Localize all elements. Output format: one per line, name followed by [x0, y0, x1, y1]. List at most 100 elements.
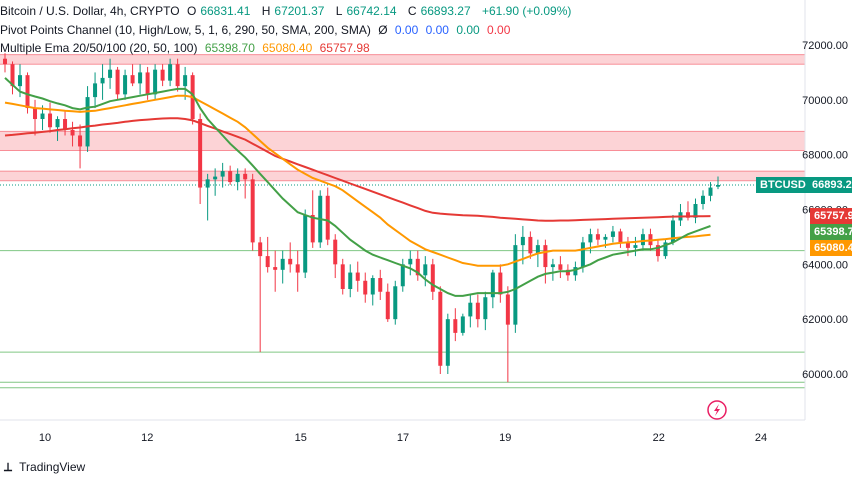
candle — [33, 99, 38, 136]
candle-body — [108, 69, 113, 78]
candle — [355, 261, 360, 292]
ema50-tag: 65080.40 — [810, 240, 852, 256]
candle — [483, 291, 488, 331]
pivot-value-4: 0.00 — [487, 23, 511, 37]
symbol-title[interactable]: Bitcoin / U.S. Dollar, 4h, CRYPTO — [0, 4, 180, 18]
candle-body — [48, 113, 53, 128]
candle-body — [55, 119, 60, 128]
candle — [205, 173, 210, 221]
candle — [273, 250, 278, 292]
candle-body — [685, 212, 690, 218]
candle-body — [33, 108, 38, 120]
candle — [423, 256, 428, 287]
candle-body — [348, 272, 353, 290]
x-tick-label: 15 — [295, 432, 307, 444]
candle-body — [63, 119, 68, 130]
candle — [700, 190, 705, 210]
candle-body — [325, 195, 330, 240]
candle-body — [40, 113, 45, 120]
candle — [153, 64, 158, 100]
candle — [288, 242, 293, 273]
candle-body — [513, 245, 518, 325]
candle — [340, 258, 345, 295]
candle-body — [438, 291, 443, 366]
candle — [3, 53, 7, 73]
candle — [573, 261, 578, 281]
candle — [78, 124, 83, 169]
ema50-line — [4, 94, 711, 267]
resistance-zone-1 — [0, 131, 805, 151]
ema100-line — [4, 117, 711, 222]
candle-body — [370, 278, 375, 295]
ema100-value: 65757.98 — [319, 41, 370, 55]
candle — [228, 165, 233, 185]
candle — [235, 168, 240, 191]
candle — [333, 234, 338, 279]
candle-body — [633, 245, 638, 248]
candle — [468, 294, 473, 328]
candle — [408, 250, 413, 276]
candle-body — [243, 173, 248, 180]
candle-body — [213, 176, 218, 180]
pivot-value-1: 0.00 — [394, 23, 419, 37]
candle — [430, 258, 435, 300]
candle-body — [18, 75, 23, 87]
candle-body — [123, 75, 128, 95]
pivot-title[interactable]: Pivot Points Channel (10, High/Low, 5, 1… — [0, 23, 371, 37]
candle-body — [445, 319, 450, 366]
candle-body — [168, 64, 173, 81]
candle-body — [265, 256, 270, 268]
candle — [243, 168, 248, 199]
candle-body — [93, 83, 98, 98]
candle — [475, 294, 480, 328]
candle-body — [258, 242, 263, 257]
candle-body — [160, 69, 165, 81]
candle-body — [385, 291, 390, 320]
candle — [588, 228, 593, 254]
candle — [10, 61, 15, 95]
candle-body — [498, 272, 503, 295]
candle-body — [78, 135, 83, 147]
candle-body — [468, 302, 473, 317]
candle — [63, 110, 68, 136]
candle — [640, 228, 645, 251]
candle-body — [618, 231, 623, 243]
candle-body — [115, 69, 120, 95]
lightning-icon[interactable] — [707, 400, 727, 420]
y-tick-label: 72000.00 — [802, 40, 848, 52]
candle — [693, 198, 698, 224]
y-tick-label: 70000.00 — [802, 95, 848, 107]
ema-title[interactable]: Multiple Ema 20/50/100 (20, 50, 100) — [0, 41, 198, 55]
candle-body — [3, 58, 7, 65]
candle — [678, 204, 683, 226]
candle-body — [655, 245, 660, 257]
candle — [670, 214, 675, 246]
candle-body — [573, 267, 578, 276]
tradingview-brand[interactable]: ⟂ TradingView — [4, 460, 85, 475]
candle-body — [565, 269, 570, 276]
time-axis[interactable]: 10 12 15 17 19 22 24 — [39, 432, 767, 444]
candle — [498, 264, 503, 303]
candle — [55, 116, 60, 141]
tradingview-logo-icon: ⟂ — [4, 460, 13, 474]
candle — [528, 231, 533, 259]
candle-body — [580, 242, 585, 268]
candle — [265, 236, 270, 273]
x-tick-label: 22 — [653, 432, 665, 444]
candle — [348, 264, 353, 298]
candle-body — [708, 187, 713, 196]
candle — [610, 225, 615, 243]
x-tick-label: 17 — [397, 432, 409, 444]
candle — [213, 168, 218, 196]
candle — [685, 201, 690, 221]
candle — [363, 272, 368, 303]
ema-lines — [4, 77, 711, 297]
candle-body — [460, 316, 465, 333]
candle — [175, 58, 180, 92]
x-tick-label: 24 — [755, 432, 767, 444]
candle-body — [663, 242, 668, 257]
candle — [415, 250, 420, 281]
candle-body — [198, 119, 203, 188]
candle — [325, 187, 330, 246]
